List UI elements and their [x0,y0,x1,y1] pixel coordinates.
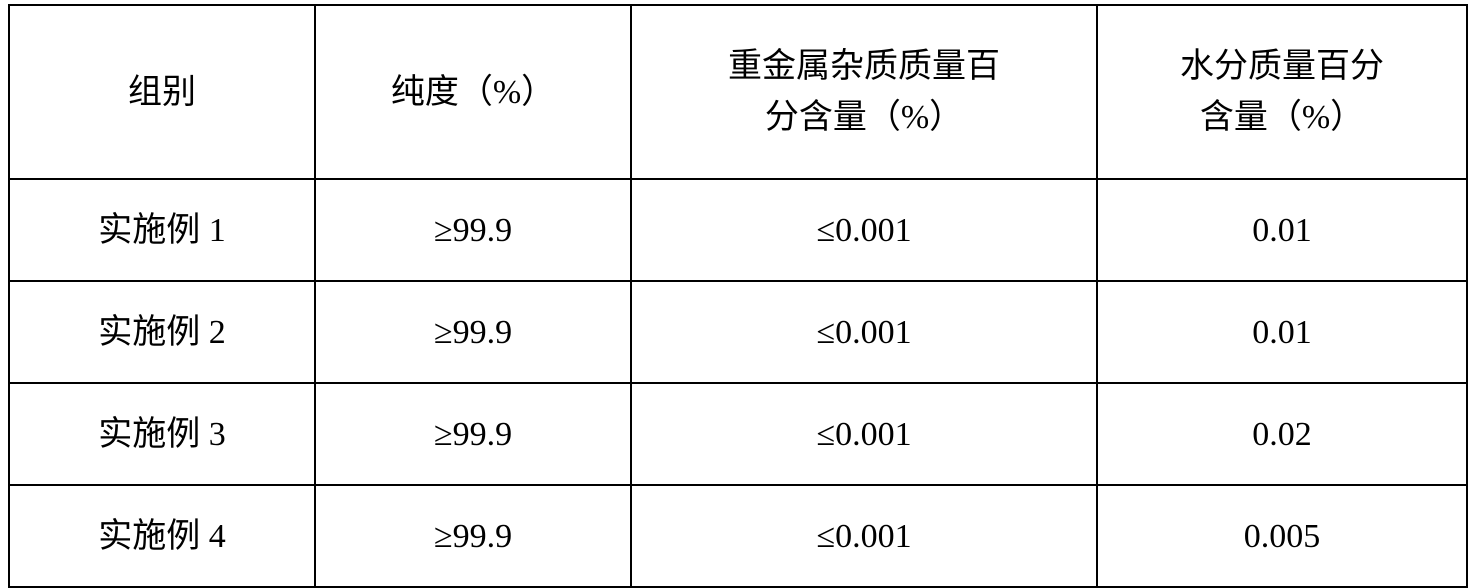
cell-moisture: 0.01 [1097,179,1467,281]
cell-group: 实施例 3 [9,383,315,485]
cell-heavy-metal: ≤0.001 [631,281,1097,383]
cell-moisture: 0.02 [1097,383,1467,485]
cell-purity: ≥99.9 [315,383,631,485]
col-header-heavy-metal-line1: 重金属杂质质量百 [728,48,1000,85]
col-header-moisture: 水分质量百分 含量（%） [1097,5,1467,179]
col-header-heavy-metal-line2: 分含量（%） [765,99,963,136]
cell-moisture: 0.005 [1097,485,1467,587]
col-header-group: 组别 [9,5,315,179]
header-row: 组别 纯度（%） 重金属杂质质量百 分含量（%） 水分质量百分 含量（%） [9,5,1467,179]
col-header-moisture-line2: 含量（%） [1200,99,1364,136]
cell-purity: ≥99.9 [315,179,631,281]
data-table: 组别 纯度（%） 重金属杂质质量百 分含量（%） 水分质量百分 含量（%） 实施… [8,4,1468,588]
cell-heavy-metal: ≤0.001 [631,179,1097,281]
col-header-moisture-line1: 水分质量百分 [1180,48,1384,85]
cell-group: 实施例 4 [9,485,315,587]
col-header-purity: 纯度（%） [315,5,631,179]
table-row: 实施例 2 ≥99.9 ≤0.001 0.01 [9,281,1467,383]
table-row: 实施例 1 ≥99.9 ≤0.001 0.01 [9,179,1467,281]
table-wrapper: 组别 纯度（%） 重金属杂质质量百 分含量（%） 水分质量百分 含量（%） 实施… [0,0,1473,549]
cell-heavy-metal: ≤0.001 [631,485,1097,587]
col-header-heavy-metal: 重金属杂质质量百 分含量（%） [631,5,1097,179]
table-head: 组别 纯度（%） 重金属杂质质量百 分含量（%） 水分质量百分 含量（%） [9,5,1467,179]
cell-group: 实施例 2 [9,281,315,383]
cell-heavy-metal: ≤0.001 [631,383,1097,485]
cell-purity: ≥99.9 [315,485,631,587]
cell-group: 实施例 1 [9,179,315,281]
table-row: 实施例 3 ≥99.9 ≤0.001 0.02 [9,383,1467,485]
cell-purity: ≥99.9 [315,281,631,383]
cell-moisture: 0.01 [1097,281,1467,383]
table-body: 实施例 1 ≥99.9 ≤0.001 0.01 实施例 2 ≥99.9 ≤0.0… [9,179,1467,587]
table-row: 实施例 4 ≥99.9 ≤0.001 0.005 [9,485,1467,587]
